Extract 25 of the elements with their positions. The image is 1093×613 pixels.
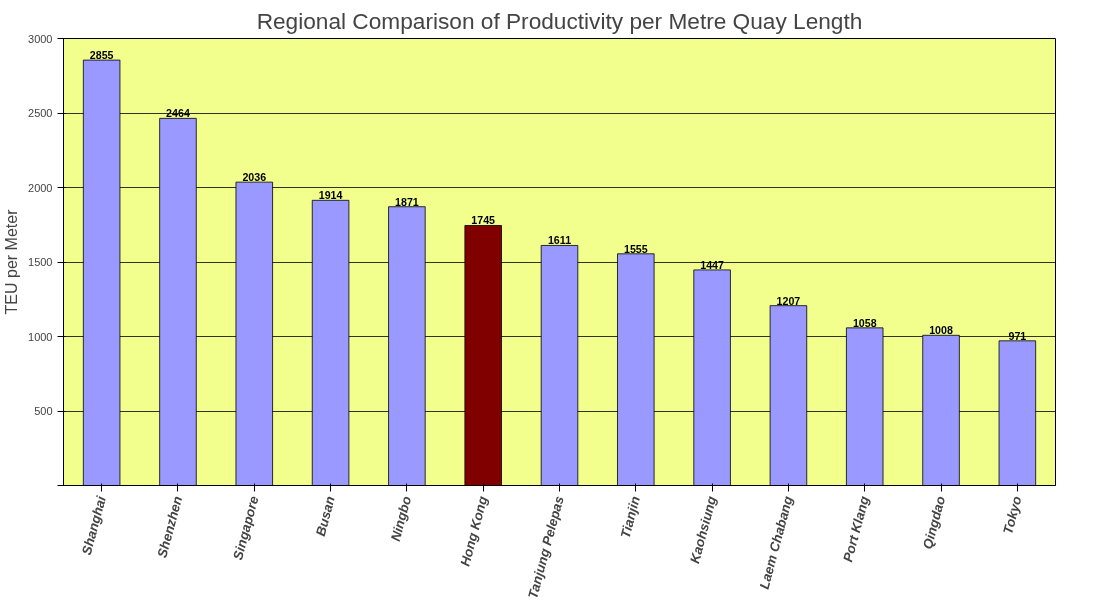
y-tick-label: 3000 xyxy=(28,32,53,45)
data-label: 2036 xyxy=(242,171,267,184)
data-label: 1207 xyxy=(776,294,801,307)
x-tick-label: Busan xyxy=(312,494,338,538)
data-label: 2855 xyxy=(89,49,114,62)
x-tick-label: Tianjin xyxy=(617,494,644,540)
x-tick-label: Port Klang xyxy=(840,494,872,564)
data-label: 1745 xyxy=(471,214,496,227)
x-tick-label: Tokyo xyxy=(1000,494,1025,536)
y-axis-title: TEU per Meter xyxy=(3,208,21,315)
x-tick-label: Hong Kong xyxy=(457,494,491,568)
y-tick-label: 2500 xyxy=(28,107,53,119)
y-tick-label: 1000 xyxy=(28,330,53,343)
chart-title: Regional Comparison of Productivity per Metre Quay Length xyxy=(256,7,863,34)
data-label: 1611 xyxy=(547,234,572,247)
y-tick-label: 2000 xyxy=(28,181,53,194)
data-label: 1871 xyxy=(395,195,419,208)
data-label: 1555 xyxy=(623,242,648,255)
y-tick-label: 500 xyxy=(34,405,53,417)
data-label: 1058 xyxy=(852,316,877,329)
y-tick-label: 1500 xyxy=(28,256,53,268)
data-label: 1914 xyxy=(318,189,343,202)
x-tick-label: Ningbo xyxy=(387,494,415,543)
x-tick-label: Qingdao xyxy=(919,494,949,551)
data-label: 1008 xyxy=(929,324,953,337)
